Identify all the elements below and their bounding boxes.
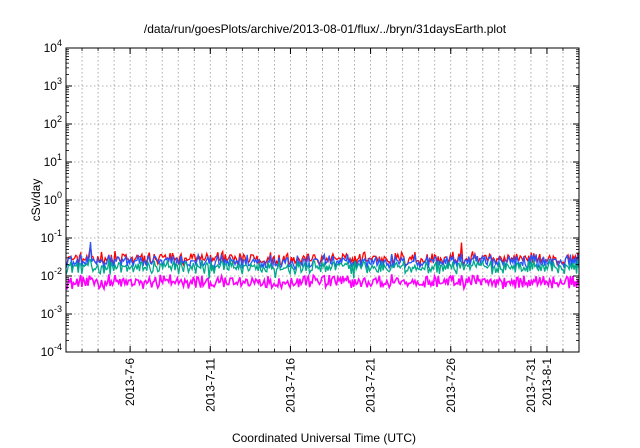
series-line [65, 272, 580, 292]
series-group [65, 242, 580, 292]
y-tick-label: 103 [44, 76, 62, 93]
x-tick-label: 2013-7-26 [444, 358, 458, 413]
series-line [65, 242, 580, 271]
y-tick-label: 10-2 [41, 266, 62, 283]
x-tick-label: 2013-8-1 [540, 358, 554, 406]
x-axis-label: Coordinated Universal Time (UTC) [232, 431, 416, 445]
y-tick-label: 100 [44, 190, 62, 207]
y-axis-label: cSv/day [29, 179, 43, 222]
chart-title: /data/run/goesPlots/archive/2013-08-01/f… [144, 22, 507, 36]
x-tick-label: 2013-7-21 [364, 358, 378, 413]
y-tick-label: 10-3 [41, 304, 62, 321]
x-tick-label: 2013-7-16 [283, 358, 297, 413]
series-line [65, 258, 580, 279]
y-tick-label: 101 [44, 152, 62, 169]
x-tick-label: 2013-7-31 [524, 358, 538, 413]
y-tick-label: 102 [44, 114, 62, 131]
x-tick-label: 2013-7-11 [203, 358, 217, 412]
x-ticks: 2013-7-6 2013-7-11 2013-7-16 2013-7-21 2013-… [81, 48, 564, 413]
grid [66, 48, 579, 352]
y-tick-label: 10-4 [41, 342, 62, 359]
y-ticks: 10-4 10-3 10-2 10-1 100 101 102 103 104 [41, 38, 579, 359]
y-tick-label: 10-1 [41, 228, 62, 245]
y-tick-label: 104 [44, 38, 62, 55]
x-tick-label: 2013-7-6 [123, 358, 137, 406]
